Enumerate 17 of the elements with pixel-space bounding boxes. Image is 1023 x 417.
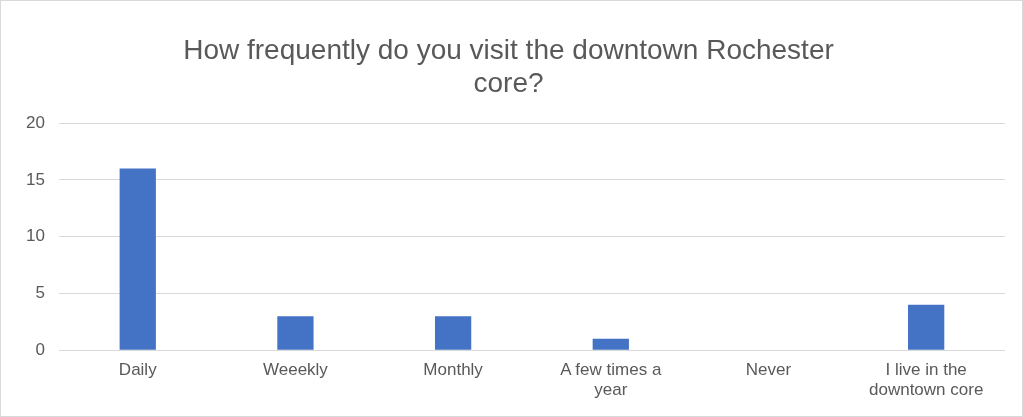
bar xyxy=(277,316,314,350)
x-tick-label: I live in the downtown core xyxy=(868,360,984,400)
bar xyxy=(434,316,472,350)
chart-title: How frequently do you visit the downtown Rochester core? xyxy=(183,33,834,99)
x-tick-label: A few times a year xyxy=(560,360,662,400)
y-tick-label: 10 xyxy=(25,226,45,246)
y-tick-label: 5 xyxy=(35,283,45,303)
bar xyxy=(908,304,945,350)
bar xyxy=(119,168,156,350)
bar xyxy=(592,338,629,350)
x-tick-label: Weeekly xyxy=(262,360,329,380)
y-tick-label: 0 xyxy=(35,339,45,359)
y-tick-label: 20 xyxy=(25,112,45,132)
y-tick-label: 15 xyxy=(25,169,45,189)
x-tick-label: Daily xyxy=(118,360,158,380)
x-tick-label: Monthly xyxy=(423,360,484,380)
x-tick-label: Never xyxy=(745,360,792,380)
